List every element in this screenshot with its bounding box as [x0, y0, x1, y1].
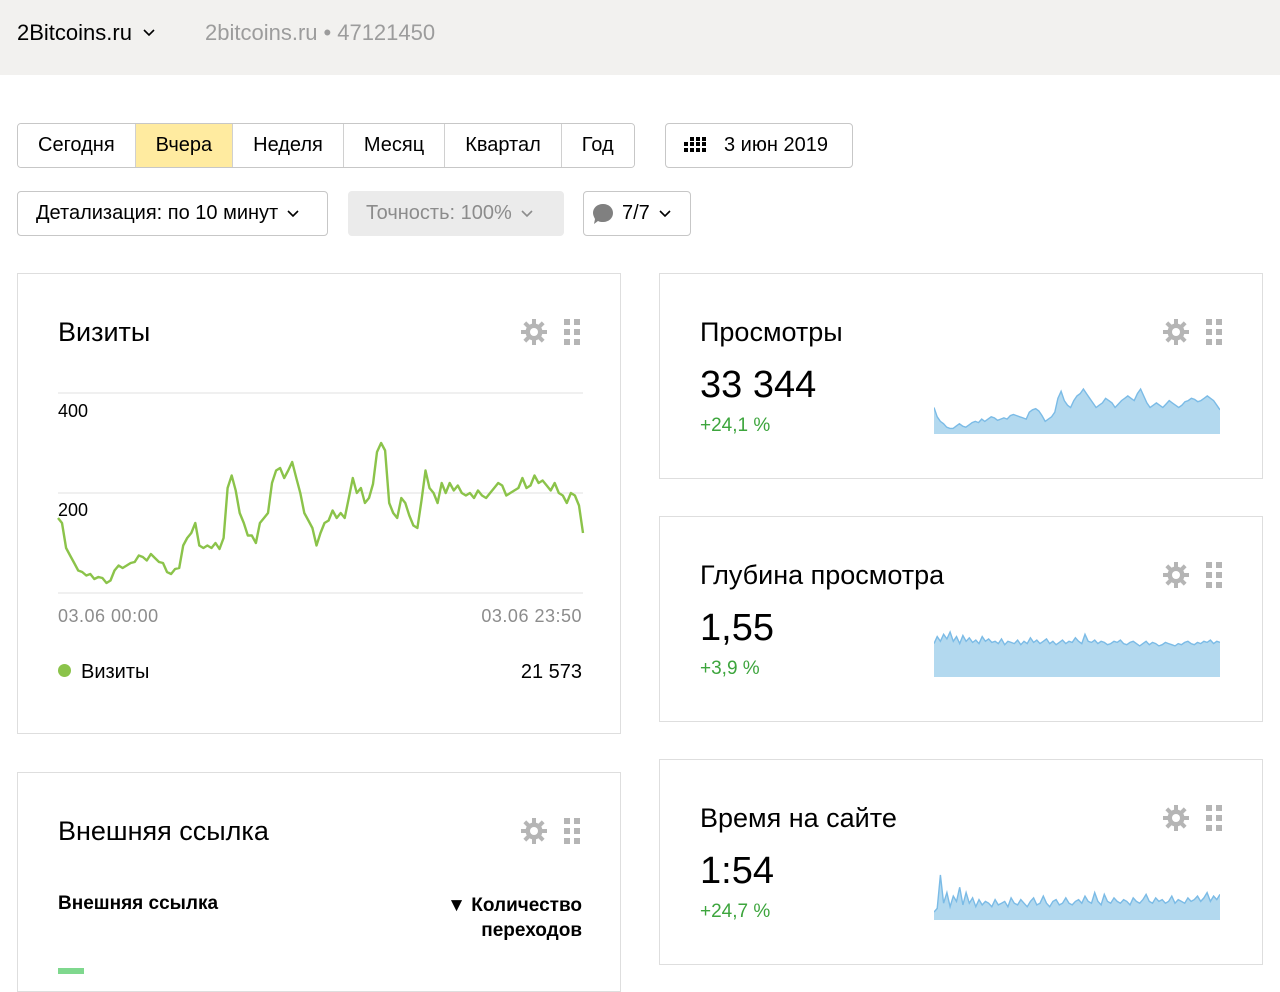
accuracy-label: Точность: 100%: [366, 202, 512, 224]
widget-tools: [1162, 804, 1222, 832]
gear-icon[interactable]: [520, 817, 548, 845]
site-name: 2Bitcoins.ru: [17, 20, 132, 45]
site-switcher[interactable]: 2Bitcoins.ru: [17, 20, 156, 46]
accuracy-dropdown[interactable]: Точность: 100%: [348, 191, 564, 236]
drag-handle-icon[interactable]: [1206, 805, 1222, 831]
x-start-label: 03.06 00:00: [58, 606, 159, 626]
counter-id: 47121450: [337, 20, 436, 45]
depth-title: Глубина просмотра: [700, 560, 945, 590]
y-tick-label: 200: [58, 500, 89, 520]
widget-tools: [1162, 318, 1222, 346]
depth-delta: +3,9 %: [700, 658, 760, 679]
depth-value: 1,55: [700, 607, 774, 649]
sparkline-line: [934, 874, 1220, 913]
depth-sparkline: [934, 630, 1220, 677]
time-delta: +24,7 %: [700, 901, 771, 922]
gear-icon[interactable]: [1162, 804, 1190, 832]
time-title: Время на сайте: [700, 803, 897, 833]
sparkline-line: [934, 630, 1220, 647]
gear-icon[interactable]: [1162, 561, 1190, 589]
calendar-icon: [684, 136, 706, 152]
pageviews-value: 33 344: [700, 364, 817, 406]
sparkline-area: [934, 875, 1220, 920]
visits-series-line: [57, 441, 585, 585]
top-bar: 2Bitcoins.ru 2bitcoins.ru • 47121450: [0, 0, 1280, 75]
period-button[interactable]: Сегодня: [18, 124, 136, 167]
period-button[interactable]: Год: [561, 124, 634, 167]
column-header-link[interactable]: Внешняя ссылка: [58, 893, 219, 914]
period-selector: Сегодня Вчера Неделя Месяц Квартал Год: [17, 123, 635, 168]
speech-bubble-icon: [593, 203, 613, 224]
column-header-clicks[interactable]: ▼ Количество переходов: [447, 893, 582, 943]
date-picker-button[interactable]: 3 июн 2019: [665, 123, 853, 168]
legend-name: Визиты: [81, 661, 150, 683]
visits-title: Визиты: [58, 317, 151, 347]
pageviews-title: Просмотры: [700, 317, 843, 347]
chevron-down-icon: [143, 29, 155, 37]
widget-tools: [1162, 561, 1222, 589]
pageviews-widget: Просмотры 33 344 +24,1 %: [659, 273, 1263, 479]
links-title: Внешняя ссылка: [58, 816, 269, 846]
site-domain: 2bitcoins.ru: [205, 20, 318, 45]
sparkline-area: [934, 632, 1220, 677]
visits-line-chart: [57, 392, 585, 594]
period-button[interactable]: Неделя: [233, 124, 344, 167]
external-links-widget: Внешняя ссылка Внешняя ссылка ▼ Количест…: [17, 772, 621, 992]
detail-dropdown[interactable]: Детализация: по 10 минут: [17, 191, 328, 236]
legend-total: 21 573: [520, 661, 582, 683]
period-button[interactable]: Месяц: [343, 124, 446, 167]
legend-dot: [58, 664, 71, 677]
time-value: 1:54: [700, 850, 774, 892]
depth-widget: Глубина просмотра 1,55 +3,9 %: [659, 516, 1263, 722]
period-button[interactable]: Квартал: [445, 124, 562, 167]
period-button[interactable]: Вчера: [135, 124, 234, 167]
pageviews-sparkline: [934, 387, 1220, 434]
pageviews-delta: +24,1 %: [700, 415, 771, 436]
sparkline-line: [934, 387, 1220, 430]
segments-label: 7/7: [622, 202, 650, 224]
time-on-site-widget: Время на сайте 1:54 +24,7 %: [659, 759, 1263, 965]
chevron-down-icon: [521, 209, 533, 217]
drag-handle-icon[interactable]: [1206, 562, 1222, 588]
sort-desc-icon: ▼: [447, 895, 466, 916]
chevron-down-icon: [287, 209, 299, 217]
widget-tools: [520, 817, 580, 845]
meta-separator: •: [323, 20, 332, 45]
row-color-swatch: [58, 968, 84, 974]
date-label: 3 июн 2019: [724, 134, 828, 156]
visits-widget: Визиты 400 200 03.06 00:00 03.06 23:50 В…: [17, 273, 621, 734]
column-header-clicks-line2: переходов: [481, 920, 582, 941]
sparkline-area: [934, 389, 1220, 434]
drag-handle-icon[interactable]: [564, 818, 580, 844]
widget-tools: [520, 318, 580, 346]
drag-handle-icon[interactable]: [564, 319, 580, 345]
segments-dropdown[interactable]: 7/7: [583, 191, 691, 236]
x-end-label: 03.06 23:50: [481, 606, 582, 626]
gear-icon[interactable]: [520, 318, 548, 346]
column-header-clicks-line1: Количество: [471, 895, 582, 916]
chevron-down-icon: [659, 209, 671, 217]
site-meta: 2bitcoins.ru • 47121450: [205, 20, 435, 46]
time-sparkline: [934, 874, 1220, 920]
drag-handle-icon[interactable]: [1206, 319, 1222, 345]
gear-icon[interactable]: [1162, 318, 1190, 346]
detail-label: Детализация: по 10 минут: [36, 202, 279, 224]
y-tick-label: 400: [58, 401, 89, 421]
